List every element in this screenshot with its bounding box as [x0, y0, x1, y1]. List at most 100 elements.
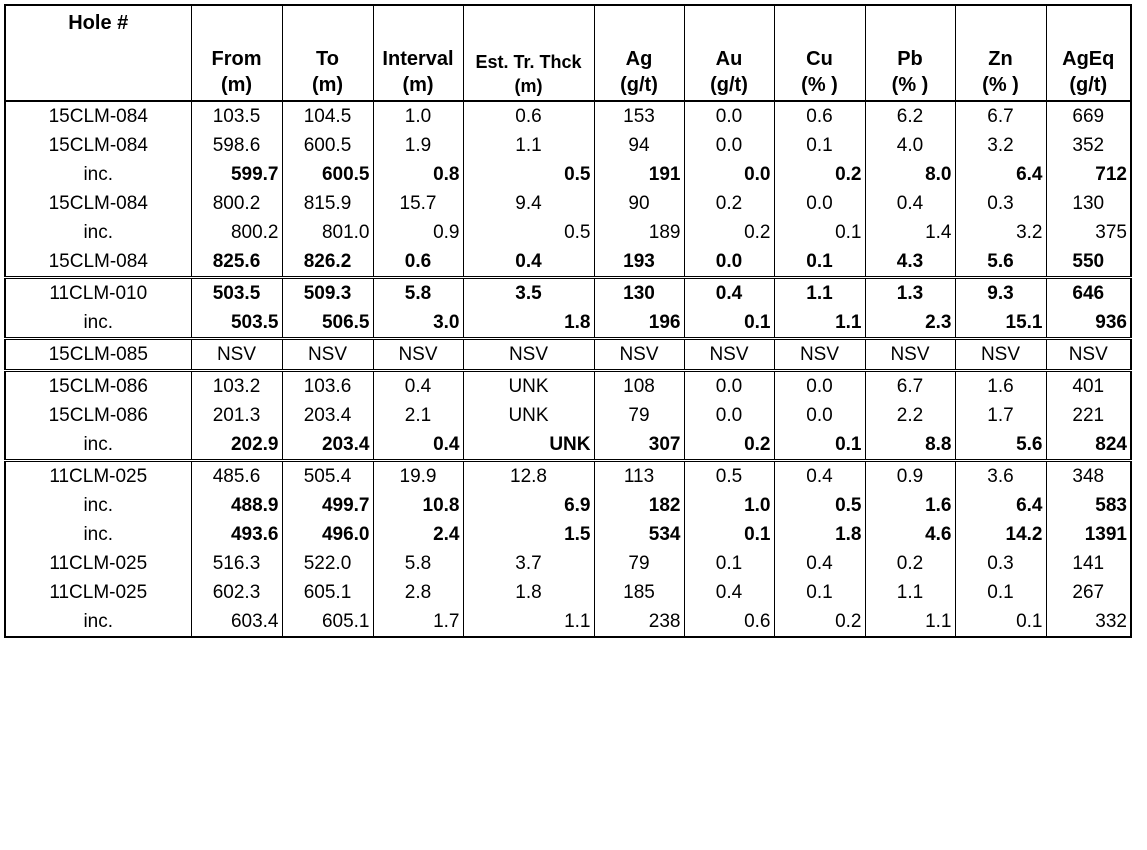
value-cell: 1.6 — [864, 491, 956, 520]
hole-id-cell: 15CLM-084 — [4, 101, 192, 131]
value-cell: 0.5 — [683, 460, 775, 491]
value-cell: NSV — [1045, 338, 1132, 372]
value-cell: 0.6 — [372, 247, 464, 279]
value-cell: 712 — [1045, 160, 1132, 189]
value-cell: 3.2 — [954, 218, 1047, 247]
value-cell: 1.1 — [864, 578, 956, 607]
value-cell: 522.0 — [281, 549, 374, 578]
table-row: inc. 503.5 506.5 3.0 1.8 196 0.1 1.1 2.3 15.1 936 — [4, 308, 1132, 340]
value-cell: 509.3 — [281, 277, 374, 308]
value-cell: 1.8 — [462, 578, 595, 607]
value-cell: 815.9 — [281, 189, 374, 218]
value-cell: 0.4 — [462, 247, 595, 279]
value-cell: UNK — [462, 401, 595, 430]
value-cell: 4.6 — [864, 520, 956, 549]
value-cell: 600.5 — [281, 160, 374, 189]
value-cell: 0.0 — [683, 247, 775, 279]
value-cell: 5.8 — [372, 549, 464, 578]
value-cell: 0.1 — [773, 578, 866, 607]
value-cell: 203.4 — [281, 430, 374, 462]
table-row: 15CLM-085 NSV NSV NSV NSV NSV NSV NSV NSV NSV NSV — [4, 338, 1132, 372]
value-cell: 826.2 — [281, 247, 374, 279]
value-cell: 201.3 — [190, 401, 283, 430]
header-ag: Ag (g/t) — [593, 5, 685, 102]
header-ageq: AgEq (g/t) — [1045, 5, 1132, 102]
value-cell: 94 — [593, 131, 685, 160]
table-row: inc. 800.2 801.0 0.9 0.5 189 0.2 0.1 1.4 3.2 375 — [4, 218, 1132, 247]
hole-id-cell: 11CLM-025 — [4, 549, 192, 578]
value-cell: 1.4 — [864, 218, 956, 247]
value-cell: 1.1 — [462, 607, 595, 637]
value-cell: 505.4 — [281, 460, 374, 491]
hole-id-cell: 11CLM-010 — [4, 277, 192, 308]
hole-id-cell: inc. — [4, 430, 192, 462]
value-cell: 4.0 — [864, 131, 956, 160]
value-cell: 104.5 — [281, 101, 374, 131]
value-cell: 0.4 — [773, 549, 866, 578]
value-cell: NSV — [281, 338, 374, 372]
value-cell: 485.6 — [190, 460, 283, 491]
value-cell: 1.5 — [462, 520, 595, 549]
value-cell: 238 — [593, 607, 685, 637]
hole-id-cell: inc. — [4, 520, 192, 549]
value-cell: 1391 — [1045, 520, 1132, 549]
value-cell: 203.4 — [281, 401, 374, 430]
value-cell: 153 — [593, 101, 685, 131]
header-zn: Zn (% ) — [954, 5, 1047, 102]
table-row: 11CLM-025 485.6 505.4 19.9 12.8 113 0.5 0.4 0.9 3… — [4, 460, 1132, 491]
table-row: inc. 493.6 496.0 2.4 1.5 534 0.1 1.8 4.6 14.2 1391 — [4, 520, 1132, 549]
value-cell: 0.4 — [683, 277, 775, 308]
value-cell: 182 — [593, 491, 685, 520]
value-cell: 141 — [1045, 549, 1132, 578]
table-row: 11CLM-025 516.3 522.0 5.8 3.7 79 0.1 0.4 0.2 0.3 1… — [4, 549, 1132, 578]
value-cell: 6.4 — [954, 160, 1047, 189]
hole-id-cell: 11CLM-025 — [4, 460, 192, 491]
value-cell: 534 — [593, 520, 685, 549]
value-cell: 9.4 — [462, 189, 595, 218]
hole-id-cell: inc. — [4, 308, 192, 340]
value-cell: 19.9 — [372, 460, 464, 491]
value-cell: 375 — [1045, 218, 1132, 247]
value-cell: 10.8 — [372, 491, 464, 520]
value-cell: 0.5 — [773, 491, 866, 520]
header-interval: Interval (m) — [372, 5, 464, 102]
value-cell: 103.2 — [190, 370, 283, 401]
value-cell: 0.4 — [372, 370, 464, 401]
value-cell: 1.8 — [773, 520, 866, 549]
header-from: From (m) — [190, 5, 283, 102]
value-cell: 189 — [593, 218, 685, 247]
value-cell: 1.0 — [683, 491, 775, 520]
value-cell: 0.9 — [864, 460, 956, 491]
value-cell: 0.4 — [864, 189, 956, 218]
hole-id-cell: 15CLM-084 — [4, 131, 192, 160]
value-cell: 103.6 — [281, 370, 374, 401]
header-hole: Hole # — [4, 5, 192, 102]
hole-id-cell: inc. — [4, 607, 192, 637]
value-cell: 0.0 — [683, 101, 775, 131]
value-cell: 0.4 — [773, 460, 866, 491]
drill-results-table: Hole # From (m) To (m) Interval (m) Est. Tr… — [4, 4, 1132, 638]
value-cell: 0.1 — [954, 578, 1047, 607]
value-cell: 8.0 — [864, 160, 956, 189]
hole-id-cell: inc. — [4, 160, 192, 189]
value-cell: 1.8 — [462, 308, 595, 340]
value-cell: 6.7 — [864, 370, 956, 401]
value-cell: 0.2 — [773, 160, 866, 189]
value-cell: 0.0 — [683, 370, 775, 401]
value-cell: 202.9 — [190, 430, 283, 462]
value-cell: 332 — [1045, 607, 1132, 637]
value-cell: 1.3 — [864, 277, 956, 308]
value-cell: 14.2 — [954, 520, 1047, 549]
value-cell: 0.1 — [773, 218, 866, 247]
value-cell: 9.3 — [954, 277, 1047, 308]
value-cell: 499.7 — [281, 491, 374, 520]
value-cell: 801.0 — [281, 218, 374, 247]
value-cell: 3.0 — [372, 308, 464, 340]
value-cell: 191 — [593, 160, 685, 189]
value-cell: 488.9 — [190, 491, 283, 520]
value-cell: 0.2 — [683, 218, 775, 247]
value-cell: 401 — [1045, 370, 1132, 401]
value-cell: 0.2 — [864, 549, 956, 578]
value-cell: 103.5 — [190, 101, 283, 131]
value-cell: 2.1 — [372, 401, 464, 430]
